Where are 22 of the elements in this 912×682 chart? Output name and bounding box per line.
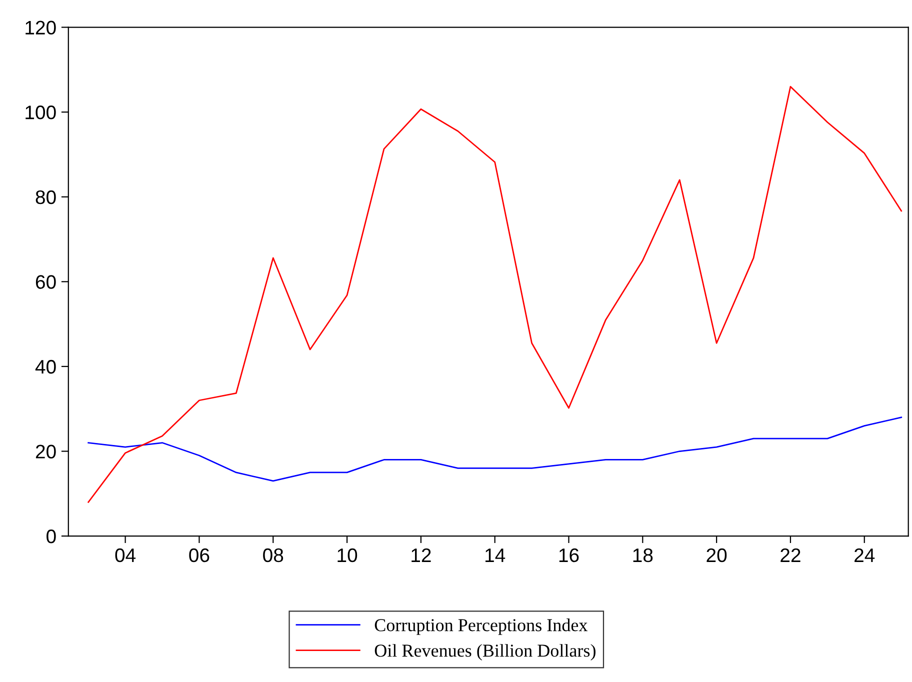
- x-tick-label: 22: [780, 548, 800, 562]
- x-tick-label: 06: [189, 548, 210, 562]
- y-tick-label: 40: [35, 360, 56, 374]
- y-tick-label: 120: [26, 20, 56, 35]
- y-tick-label: 0: [46, 530, 56, 544]
- x-tick-label: 16: [559, 548, 579, 562]
- y-tick-label: 60: [36, 275, 56, 289]
- y-tick-label: 80: [36, 190, 56, 204]
- x-tick-label: 24: [854, 548, 875, 562]
- y-tick-label: 100: [26, 106, 56, 120]
- line-series: [88, 416, 902, 482]
- x-tick-label: 20: [706, 548, 727, 562]
- legend-label: Oil Revenues (Billion Dollars): [374, 644, 596, 660]
- legend-label: Corruption Perceptions Index: [374, 618, 588, 635]
- y-tick-label: 20: [36, 444, 56, 458]
- x-tick-label: 12: [412, 548, 431, 562]
- x-tick-label: 10: [338, 548, 358, 562]
- x-tick-label: 04: [115, 548, 136, 562]
- x-tick-label: 18: [633, 548, 653, 562]
- x-tick-label: 14: [486, 548, 506, 562]
- x-tick-label: 08: [263, 548, 284, 562]
- line-series: [88, 86, 902, 503]
